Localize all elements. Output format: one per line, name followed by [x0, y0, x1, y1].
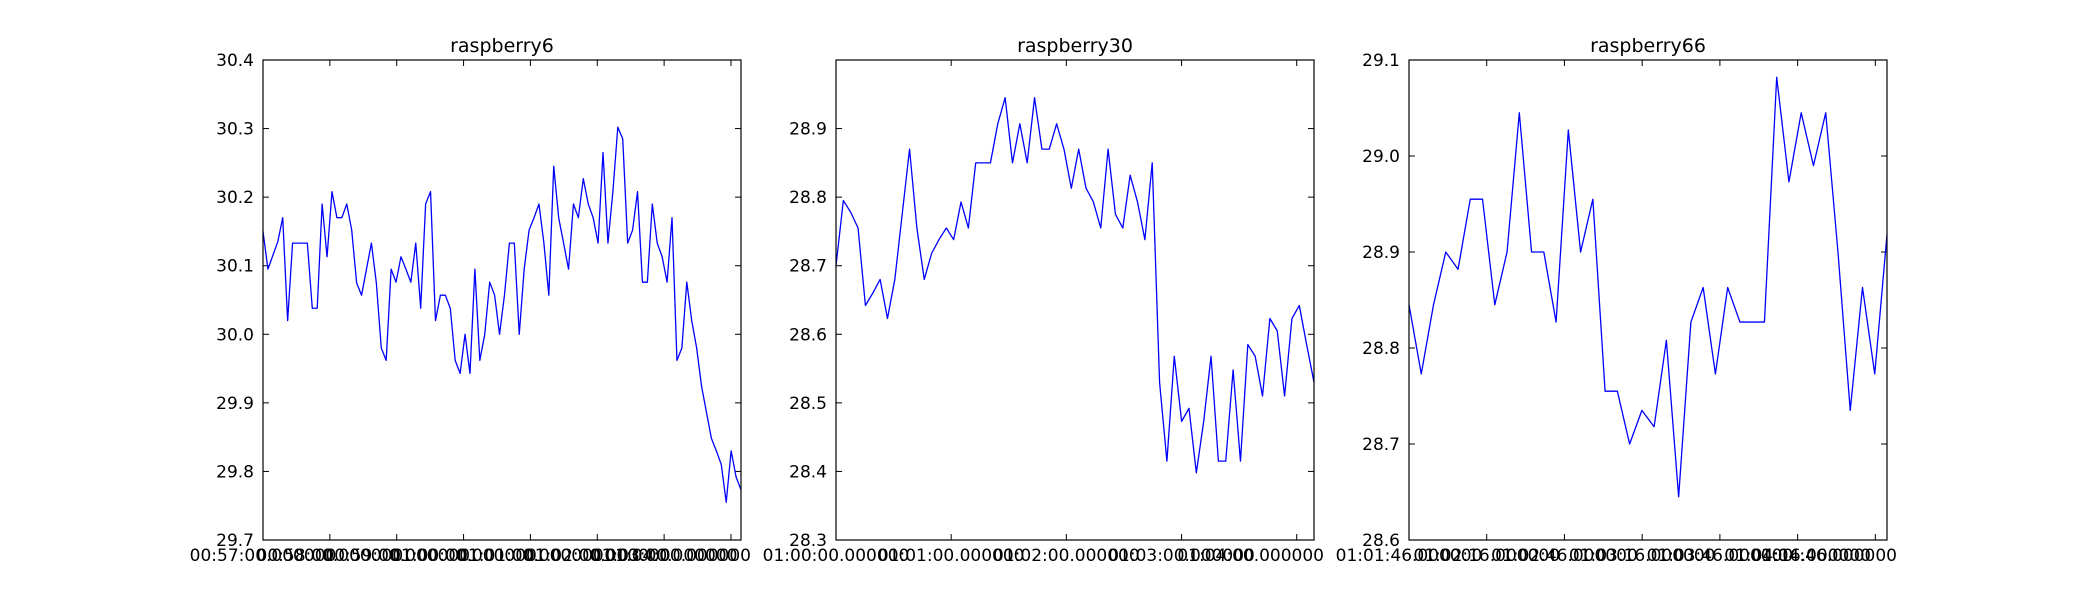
y-tick-label: 30.3 — [216, 120, 254, 140]
x-tick-label: 01:04:00.000000 — [604, 546, 751, 566]
y-tick-label: 30.0 — [216, 325, 254, 345]
series-line — [1408, 76, 1888, 498]
y-tick-label: 28.5 — [789, 394, 827, 414]
y-tick-label: 28.9 — [1362, 243, 1400, 263]
y-tick-label: 29.0 — [1362, 147, 1400, 167]
x-tick-label: 01:02:16.000000 — [1413, 546, 1560, 566]
x-tick-label: 01:03:46.000000 — [1647, 546, 1794, 566]
chart-title: raspberry66 — [1590, 35, 1706, 57]
x-tick-label: 00:58:00.000000 — [257, 546, 404, 566]
y-tick-label: 30.1 — [216, 257, 254, 277]
series-line — [262, 126, 742, 503]
x-tick-label: 01:03:00.000000 — [591, 546, 738, 566]
y-tick-label: 28.8 — [789, 188, 827, 208]
y-tick-label: 29.1 — [1362, 51, 1400, 71]
x-tick-label: 01:04:00.000000 — [1177, 546, 1324, 566]
x-tick-label: 01:03:00.000000 — [1108, 546, 1255, 566]
charts-layer: raspberry6 29.7 29.8 29.9 30.0 30.1 30.2 30.3 30… — [190, 35, 1897, 566]
chart-3: raspberry66 28.6 28.7 28.8 28.9 29.0 29.1 01:01… — [1336, 35, 1897, 566]
x-tick-label: 01:01:46.000000 — [1336, 546, 1483, 566]
x-tick-label: 00:59:00.000000 — [323, 546, 470, 566]
x-tick-label: 01:01:00.000000 — [878, 546, 1025, 566]
axes-frame — [835, 59, 1315, 541]
y-tick-label: 30.4 — [216, 51, 254, 71]
y-tick-label: 29.8 — [216, 462, 254, 482]
x-tick-label: 01:03:16.000000 — [1569, 546, 1716, 566]
chart-title: raspberry6 — [450, 35, 554, 57]
series-line — [835, 97, 1315, 474]
chart-title: raspberry30 — [1017, 35, 1133, 57]
y-tick-label: 28.4 — [789, 462, 827, 482]
y-tick-label: 28.3 — [789, 531, 827, 551]
x-tick-label: 01:04:16.000000 — [1724, 546, 1871, 566]
y-tick-label: 29.9 — [216, 394, 254, 414]
axes-frame — [262, 59, 742, 541]
y-tick-label: 28.6 — [789, 325, 827, 345]
y-tick-label: 29.7 — [216, 531, 254, 551]
x-tick-label: 01:02:46.000000 — [1491, 546, 1638, 566]
y-tick-label: 30.2 — [216, 188, 254, 208]
x-tick-label: 01:00:00.000000 — [390, 546, 537, 566]
y-tick-label: 28.8 — [1362, 339, 1400, 359]
x-tick-label: 01:02:00.000000 — [524, 546, 671, 566]
chart-2: raspberry30 28.3 28.4 28.5 28.6 28.7 28.8 28.9 0… — [763, 35, 1324, 566]
y-tick-label: 28.7 — [1362, 435, 1400, 455]
x-tick-label: 01:02:00.000000 — [993, 546, 1140, 566]
axes-frame — [1408, 59, 1888, 541]
chart-1: raspberry6 29.7 29.8 29.9 30.0 30.1 30.2 30.3 30… — [190, 35, 751, 566]
x-tick-label: 00:57:00.000000 — [190, 546, 337, 566]
x-tick-label: 01:01:00.000000 — [457, 546, 604, 566]
y-tick-label: 28.6 — [1362, 531, 1400, 551]
x-tick-label: 01:00:00.000000 — [763, 546, 910, 566]
x-tick-label: 01:04:46.000000 — [1750, 546, 1897, 566]
y-tick-label: 28.7 — [789, 257, 827, 277]
y-tick-label: 28.9 — [789, 120, 827, 140]
